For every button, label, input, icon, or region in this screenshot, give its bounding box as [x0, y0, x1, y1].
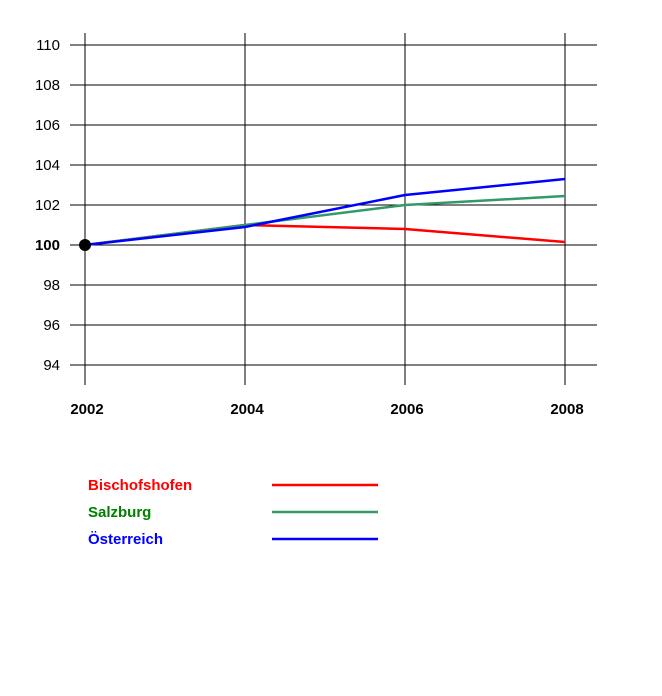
legend: Bischofshofen Salzburg Österreich	[88, 477, 378, 548]
y-tick-label: 108	[35, 77, 60, 94]
y-tick-label: 104	[35, 157, 60, 174]
series-line-österreich	[84, 177, 566, 247]
y-tick-label: 94	[43, 357, 60, 374]
grid	[70, 33, 597, 385]
base-point-marker	[79, 239, 91, 251]
y-tick-label: 106	[35, 117, 60, 134]
y-tick-label: 100	[35, 237, 60, 254]
x-tick-label: 2008	[550, 401, 583, 418]
legend-label: Österreich	[88, 531, 163, 548]
x-axis-ticks: 2002 2004 2006 2008	[70, 401, 583, 418]
y-tick-label: 102	[35, 197, 60, 214]
y-tick-label: 98	[43, 277, 60, 294]
x-tick-label: 2004	[230, 401, 264, 418]
y-axis-ticks: 94 96 98 100 102 104 106 108 110	[35, 37, 60, 374]
series-lines	[84, 177, 566, 247]
legend-label: Salzburg	[88, 504, 151, 521]
y-tick-label: 110	[36, 37, 60, 54]
y-tick-label: 96	[43, 317, 60, 334]
x-tick-label: 2002	[70, 401, 103, 418]
base-marker	[79, 239, 91, 251]
legend-label: Bischofshofen	[88, 477, 192, 494]
x-tick-label: 2006	[390, 401, 423, 418]
